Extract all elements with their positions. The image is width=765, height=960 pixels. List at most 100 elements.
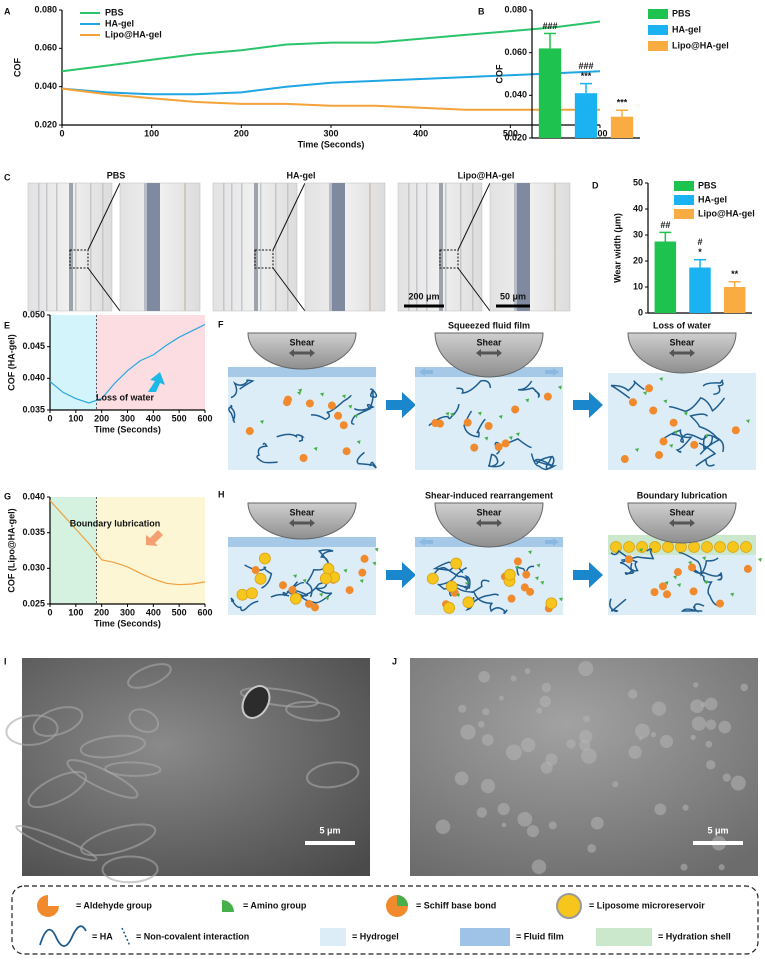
fluid-film — [228, 537, 376, 547]
wear-stripe — [472, 183, 474, 311]
amino-group — [642, 391, 647, 396]
legend-swatch — [674, 195, 694, 205]
counterface — [247, 332, 357, 370]
sem-particle — [690, 734, 696, 741]
sem-fold — [79, 734, 146, 759]
sem-fold — [5, 714, 59, 746]
sem-particle — [521, 737, 536, 753]
y-tick-label: 0.080 — [504, 4, 527, 14]
zoom-line — [87, 182, 121, 251]
schiff-bond — [716, 599, 725, 608]
sem-particle — [628, 745, 642, 759]
wear-stripe — [38, 183, 40, 311]
liposome — [289, 592, 302, 605]
schiff-bond — [494, 442, 503, 451]
sem-particle — [587, 844, 597, 853]
scale-bar-label: 5 μm — [319, 825, 340, 835]
y-tick-label: 0.020 — [504, 132, 527, 142]
liposome — [623, 541, 635, 553]
scale-bar-label: 50 μm — [500, 291, 526, 301]
legend-item: = Aldehyde group — [76, 900, 152, 910]
legend-swatch — [674, 209, 694, 219]
schiff-bond — [690, 440, 699, 449]
amino-group — [464, 581, 469, 586]
x-tick-label: 600 — [197, 607, 212, 617]
amino-group — [757, 557, 762, 562]
y-tick-label: 0 — [638, 307, 643, 317]
sem-particle — [478, 671, 491, 683]
legend-label: HA-gel — [672, 24, 701, 34]
schiff-bond — [251, 566, 260, 575]
ha-chain — [680, 603, 705, 613]
significance: ** — [731, 269, 739, 279]
y-tick-label: 40 — [633, 203, 643, 213]
significance: ### — [578, 61, 593, 71]
liposome — [445, 580, 458, 593]
sem-particle — [730, 775, 746, 791]
sem-fold — [305, 761, 360, 789]
x-tick-label: 100 — [144, 128, 159, 138]
legend-item: = Amino group — [243, 900, 307, 910]
zoom-box — [69, 249, 89, 269]
y-tick-label: 0.040 — [22, 491, 45, 501]
ha-chain — [619, 557, 635, 575]
y-tick-label: 0.030 — [22, 563, 45, 573]
schiff-bond — [620, 455, 629, 464]
schiff-bond — [360, 554, 369, 563]
y-tick-label: 0.080 — [34, 4, 57, 14]
panel-letter: C — [4, 172, 11, 182]
wear-stripe — [241, 183, 243, 311]
wear-stripe — [102, 183, 104, 311]
x-tick-label: 400 — [413, 128, 428, 138]
amino-group — [297, 388, 302, 393]
ha-chain — [456, 379, 492, 394]
icon-hydration-shell — [596, 928, 652, 946]
legend-item: = Schiff base bond — [416, 900, 496, 910]
ha-chain — [310, 394, 352, 421]
sem-image — [22, 658, 370, 876]
sem-particle — [706, 760, 716, 770]
ha-chain — [317, 549, 334, 572]
ha-chain — [244, 564, 273, 589]
sem-particle — [478, 721, 485, 728]
ha-chain — [668, 396, 726, 413]
schiff-bond — [245, 427, 254, 436]
ha-chain — [610, 380, 645, 399]
frame-caption: Shear-induced rearrangement — [425, 490, 553, 500]
sem-particle — [548, 821, 557, 830]
x-axis-label: Time (Seconds) — [94, 618, 161, 628]
schiff-bond — [345, 586, 354, 595]
sem-particle — [654, 803, 667, 816]
schiff-bond — [311, 603, 320, 612]
annotation: Loss of water — [96, 392, 155, 402]
process-arrow — [573, 392, 603, 418]
amino-group — [372, 561, 377, 566]
amino-group — [296, 391, 301, 396]
sem-particle — [680, 863, 688, 871]
schiff-bond — [663, 590, 672, 599]
shear-arrow — [476, 349, 502, 357]
wear-stripe — [275, 183, 277, 311]
sem-particle — [524, 668, 531, 674]
legend-swatch — [674, 181, 694, 191]
liposome — [727, 541, 739, 553]
y-tick-label: 20 — [633, 255, 643, 265]
sem-particle — [476, 807, 488, 818]
amino-group — [359, 579, 364, 584]
sem-particle — [722, 773, 731, 782]
amino-group — [672, 575, 677, 580]
sem-particle — [540, 761, 553, 774]
sem-particle — [531, 859, 547, 874]
schiff-bond — [655, 451, 664, 460]
micrograph-label: HA-gel — [287, 170, 316, 180]
sem-particle — [579, 739, 591, 751]
liposome — [259, 552, 271, 565]
schiff-bond — [520, 583, 529, 592]
schiff-bond — [669, 418, 678, 427]
process-arrow — [386, 392, 416, 418]
sem-particle — [690, 699, 704, 714]
icon-aldehyde — [37, 895, 59, 917]
amino-group — [445, 412, 450, 417]
scale-bar-label: 200 μm — [408, 291, 439, 301]
frame-caption: Boundary lubrication — [637, 490, 728, 500]
